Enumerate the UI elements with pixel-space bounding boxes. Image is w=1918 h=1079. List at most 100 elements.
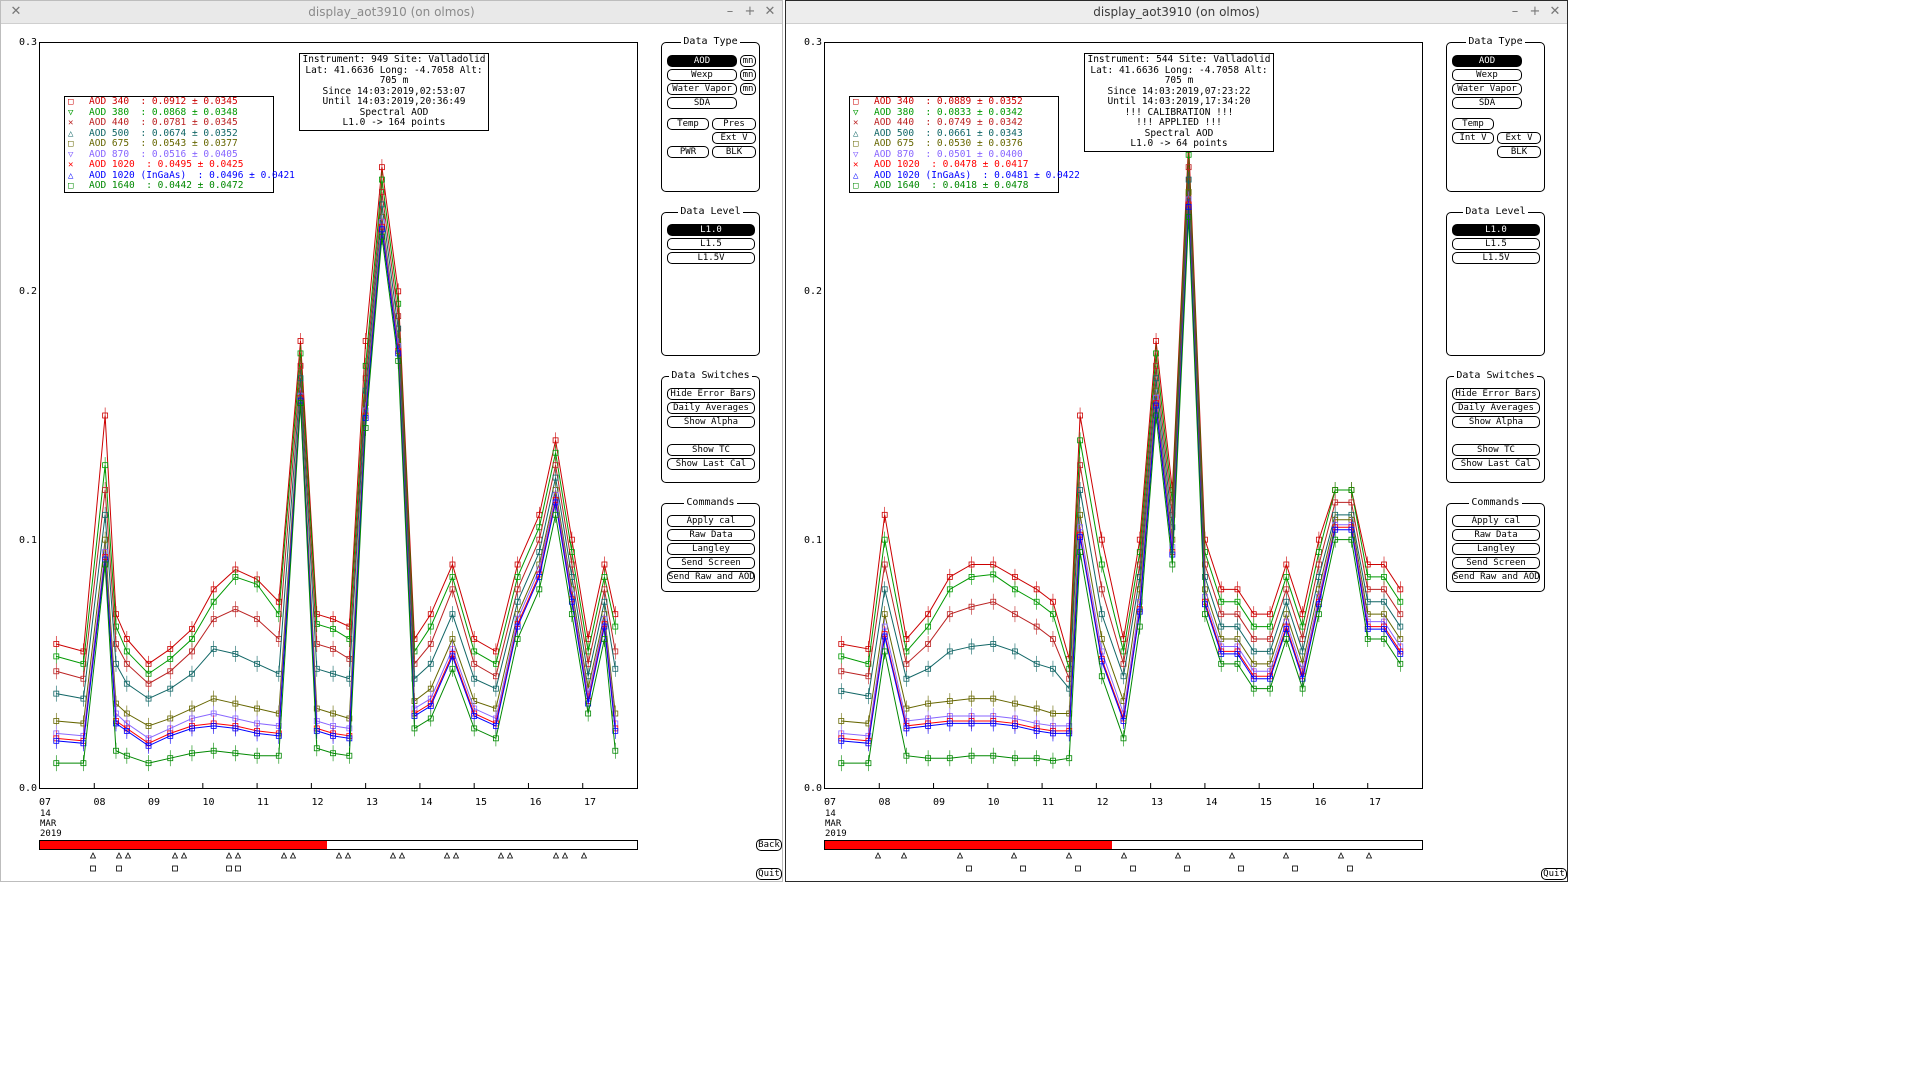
marker-triangle-icon bbox=[398, 852, 406, 859]
water-vapor-button[interactable]: Water Vapor bbox=[667, 83, 737, 95]
legend-entry: □ AOD 675 : 0.0543 ± 0.0377 bbox=[65, 138, 273, 150]
level-l15-button[interactable]: L1.5 bbox=[667, 238, 755, 250]
show-tc-button[interactable]: Show TC bbox=[1452, 444, 1540, 456]
data-point bbox=[1315, 611, 1322, 618]
y-tick-label: 0.1 bbox=[804, 535, 823, 546]
show-alpha-button[interactable]: Show Alpha bbox=[667, 416, 755, 428]
level-l15-button[interactable]: L1.5 bbox=[1452, 238, 1540, 250]
level-l10-button[interactable]: L1.0 bbox=[1452, 224, 1540, 236]
commands-panel: Commands Apply cal Raw Data Langley Send… bbox=[661, 497, 760, 592]
data-point bbox=[968, 720, 975, 727]
data-point bbox=[471, 725, 478, 732]
ext-v-button[interactable]: Ext V bbox=[1497, 132, 1541, 144]
int-v-button[interactable]: Int V bbox=[1452, 132, 1494, 144]
show-alpha-button[interactable]: Show Alpha bbox=[1452, 416, 1540, 428]
data-point bbox=[1315, 549, 1322, 555]
back-button[interactable]: Back bbox=[756, 839, 782, 851]
data-point bbox=[53, 653, 60, 660]
maximize-icon[interactable]: + bbox=[744, 4, 756, 19]
sda-button[interactable]: SDA bbox=[667, 97, 737, 109]
aod-button[interactable]: AOD bbox=[1452, 55, 1522, 67]
close-icon[interactable]: ✕ bbox=[1549, 4, 1561, 19]
legend-series-stats: : 0.0496 ± 0.0421 bbox=[186, 169, 295, 181]
time-progress-bar[interactable] bbox=[39, 840, 638, 850]
send-raw-and-aod-button[interactable]: Send Raw and AOD bbox=[1452, 571, 1540, 583]
blk-button[interactable]: BLK bbox=[712, 146, 756, 158]
window-title: display_aot3910 (on olmos) bbox=[308, 5, 475, 19]
legend-series-name: AOD 675 bbox=[874, 138, 915, 149]
close-icon[interactable]: ✕ bbox=[764, 4, 776, 19]
data-point bbox=[167, 685, 174, 692]
data-point bbox=[601, 586, 608, 593]
legend-marker-icon: △ bbox=[853, 170, 859, 181]
sda-button[interactable]: SDA bbox=[1452, 97, 1522, 109]
data-point bbox=[968, 574, 975, 580]
marker-triangle-icon bbox=[1174, 852, 1182, 859]
show-tc-button[interactable]: Show TC bbox=[667, 444, 755, 456]
temp-button[interactable]: Temp bbox=[667, 118, 709, 130]
send-screen-button[interactable]: Send Screen bbox=[1452, 557, 1540, 569]
x-tick-label: 09 bbox=[933, 797, 946, 808]
raw-data-button[interactable]: Raw Data bbox=[1452, 529, 1540, 541]
y-tick-label: 0.0 bbox=[19, 783, 38, 794]
plot-area bbox=[824, 42, 1423, 789]
data-type-panel: Data Type AOD mn Wexp mn Water Vapor mn … bbox=[661, 36, 760, 192]
marker-triangle-icon bbox=[1120, 852, 1128, 859]
quit-button[interactable]: Quit bbox=[756, 868, 782, 880]
blk-button[interactable]: BLK bbox=[1497, 146, 1541, 158]
data-point bbox=[552, 474, 559, 481]
series-line bbox=[56, 236, 616, 764]
minimize-icon[interactable]: – bbox=[1511, 4, 1519, 19]
apply-cal-button[interactable]: Apply cal bbox=[1452, 515, 1540, 527]
series-aod-440 bbox=[53, 184, 619, 692]
level-l10-button[interactable]: L1.0 bbox=[667, 224, 755, 236]
daily-averages-button[interactable]: Daily Averages bbox=[667, 402, 755, 414]
mn-button[interactable]: mn bbox=[740, 83, 756, 95]
time-progress-bar[interactable] bbox=[824, 840, 1423, 850]
water-vapor-button[interactable]: Water Vapor bbox=[1452, 83, 1522, 95]
data-point bbox=[427, 660, 434, 667]
info-line: L1.0 -> 64 points bbox=[1130, 138, 1228, 149]
temp-button[interactable]: Temp bbox=[1452, 118, 1494, 130]
data-point bbox=[990, 752, 997, 759]
level-l15v-button[interactable]: L1.5V bbox=[667, 252, 755, 264]
level-l15v-button[interactable]: L1.5V bbox=[1452, 252, 1540, 264]
pwr-button[interactable]: PWR bbox=[667, 146, 709, 158]
data-point bbox=[1348, 499, 1355, 506]
hide-error-bars-button[interactable]: Hide Error Bars bbox=[1452, 388, 1540, 400]
raw-data-button[interactable]: Raw Data bbox=[667, 529, 755, 541]
aod-button[interactable]: AOD bbox=[667, 55, 737, 67]
menu-icon[interactable]: ✕ bbox=[10, 4, 22, 19]
x-tick-label: 12 bbox=[311, 797, 324, 808]
show-last-cal-button[interactable]: Show Last Cal bbox=[667, 458, 755, 470]
quit-button[interactable]: Quit bbox=[1541, 868, 1567, 880]
maximize-icon[interactable]: + bbox=[1529, 4, 1541, 19]
send-screen-button[interactable]: Send Screen bbox=[667, 557, 755, 569]
hide-error-bars-button[interactable]: Hide Error Bars bbox=[667, 388, 755, 400]
apply-cal-button[interactable]: Apply cal bbox=[667, 515, 755, 527]
show-last-cal-button[interactable]: Show Last Cal bbox=[1452, 458, 1540, 470]
ext-v-button[interactable]: Ext V bbox=[712, 132, 756, 144]
minimize-icon[interactable]: – bbox=[726, 4, 734, 19]
data-point bbox=[601, 636, 608, 642]
pres-button[interactable]: Pres bbox=[712, 118, 756, 130]
legend-marker-icon: ▽ bbox=[68, 107, 74, 118]
legend-series-stats: : 0.0868 ± 0.0348 bbox=[129, 106, 238, 118]
series-aod-1640 bbox=[53, 228, 619, 772]
mn-button[interactable]: mn bbox=[740, 55, 756, 67]
x-tick-label: 08 bbox=[93, 797, 106, 808]
langley-button[interactable]: Langley bbox=[667, 543, 755, 555]
y-tick-label: 0.2 bbox=[804, 286, 823, 297]
legend-series-name: AOD 500 bbox=[874, 127, 915, 139]
send-raw-and-aod-button[interactable]: Send Raw and AOD bbox=[667, 571, 755, 583]
wexp-button[interactable]: Wexp bbox=[1452, 69, 1522, 81]
wexp-button[interactable]: Wexp bbox=[667, 69, 737, 81]
data-point bbox=[1348, 536, 1355, 543]
data-point bbox=[514, 586, 521, 593]
daily-averages-button[interactable]: Daily Averages bbox=[1452, 402, 1540, 414]
langley-button[interactable]: Langley bbox=[1452, 543, 1540, 555]
y-tick-label: 0.3 bbox=[19, 37, 38, 48]
series-aod-380 bbox=[838, 146, 1404, 677]
mn-button[interactable]: mn bbox=[740, 69, 756, 81]
data-point bbox=[232, 700, 239, 707]
